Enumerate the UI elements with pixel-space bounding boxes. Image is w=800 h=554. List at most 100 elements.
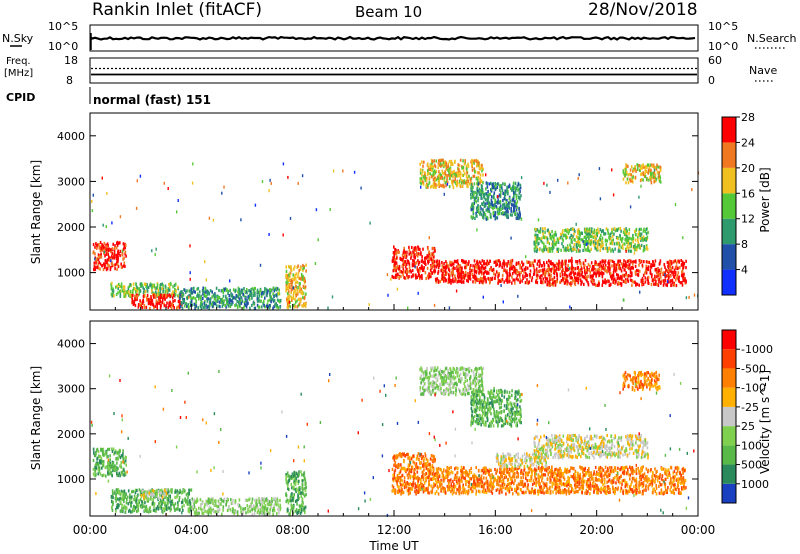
heatmap-cell (475, 211, 477, 215)
heatmap-cell (624, 167, 626, 171)
heatmap-cell (290, 278, 292, 283)
heatmap-cell (278, 511, 280, 515)
heatmap-cell (401, 271, 404, 275)
heatmap-cell (645, 165, 647, 169)
heatmap-cell (645, 228, 647, 232)
heatmap-cell (502, 300, 504, 304)
heatmap-cell (110, 287, 113, 291)
heatmap-cell (199, 296, 202, 300)
heatmap-cell (625, 227, 627, 231)
heatmap-cell (578, 230, 581, 234)
heatmap-cell (571, 265, 574, 269)
heatmap-cell (554, 280, 556, 284)
heatmap-cell (260, 497, 263, 501)
heatmap-cell (577, 240, 579, 244)
heatmap-cell (432, 178, 435, 182)
heatmap-cell (255, 499, 258, 503)
heatmap-cell (416, 275, 418, 279)
heatmap-cell (211, 302, 213, 306)
heatmap-cell (145, 492, 147, 496)
heatmap-cell (161, 490, 164, 494)
heatmap-cell (129, 501, 132, 505)
heatmap-cell (598, 167, 601, 171)
heatmap-cell (587, 283, 590, 287)
heatmap-cell (167, 305, 169, 309)
heatmap-cell (634, 248, 636, 252)
heatmap-cell (447, 173, 450, 177)
heatmap-cell (298, 290, 301, 294)
heatmap-cell (225, 297, 227, 301)
heatmap-cell (652, 260, 654, 264)
heatmap-cell (173, 283, 176, 287)
heatmap-cell (162, 290, 164, 294)
heatmap-cell (465, 266, 467, 270)
heatmap-cell (125, 254, 127, 258)
heatmap-cell (427, 183, 429, 187)
heatmap-cell (470, 183, 473, 187)
y-tick-label: 1000 (57, 267, 85, 280)
heatmap-cell (119, 253, 121, 258)
heatmap-cell (151, 289, 153, 293)
heatmap-cell (608, 259, 610, 263)
heatmap-cell (115, 253, 117, 257)
heatmap-cell (555, 233, 557, 237)
heatmap-cell (504, 191, 506, 195)
heatmap-cell (287, 305, 289, 310)
heatmap-cell (295, 291, 298, 295)
heatmap-cell (487, 199, 489, 203)
heatmap-cell (160, 304, 162, 308)
heatmap-cell (464, 172, 466, 176)
heatmap-cell (441, 169, 444, 173)
heatmap-cell (249, 292, 252, 296)
heatmap-cell (594, 246, 597, 250)
heatmap-cell (617, 248, 620, 252)
heatmap-cell (637, 244, 639, 248)
heatmap-cell (134, 303, 137, 308)
heatmap-cell (406, 270, 408, 274)
heatmap-cell (159, 287, 162, 291)
heatmap-cell (565, 273, 568, 278)
heatmap-cell (195, 500, 197, 504)
heatmap-cell (624, 230, 627, 234)
heatmap-cell (275, 293, 278, 297)
heatmap-cell (653, 165, 655, 169)
heatmap-cell (155, 509, 157, 513)
heatmap-cell (454, 266, 456, 270)
heatmap-cell (277, 292, 279, 296)
heatmap-cell (408, 248, 411, 252)
heatmap-cell (161, 510, 164, 514)
heatmap-cell (435, 260, 438, 264)
heatmap-cell (497, 195, 499, 199)
heatmap-cell (441, 163, 443, 167)
heatmap-cell (526, 266, 529, 270)
heatmap-cell (125, 492, 127, 496)
heatmap-cell (514, 212, 516, 216)
heatmap-cell (557, 249, 559, 253)
heatmap-cell (119, 289, 121, 293)
heatmap-cell (603, 267, 605, 271)
heatmap-cell (548, 242, 551, 246)
heatmap-cell (102, 460, 105, 464)
heatmap-cell (97, 258, 100, 262)
heatmap-cell (522, 263, 524, 267)
heatmap-cell (627, 241, 630, 246)
heatmap-cell (488, 201, 490, 205)
heatmap-cell (664, 278, 667, 282)
heatmap-cell (136, 509, 138, 513)
heatmap-cell (136, 285, 138, 289)
heatmap-cell (456, 280, 459, 284)
heatmap-cell (567, 181, 569, 185)
heatmap-cell (239, 303, 241, 307)
heatmap-cell (554, 264, 556, 268)
heatmap-cell (588, 227, 591, 231)
heatmap-cell (115, 509, 117, 513)
heatmap-cell (516, 200, 519, 204)
heatmap-cell (628, 228, 631, 232)
heatmap-cell (460, 271, 463, 275)
heatmap-cell (465, 164, 468, 168)
heatmap-cell (392, 269, 395, 273)
heatmap-cell (208, 216, 211, 220)
heatmap-cell (504, 206, 506, 210)
heatmap-cell (279, 506, 282, 510)
heatmap-cell (196, 294, 198, 298)
